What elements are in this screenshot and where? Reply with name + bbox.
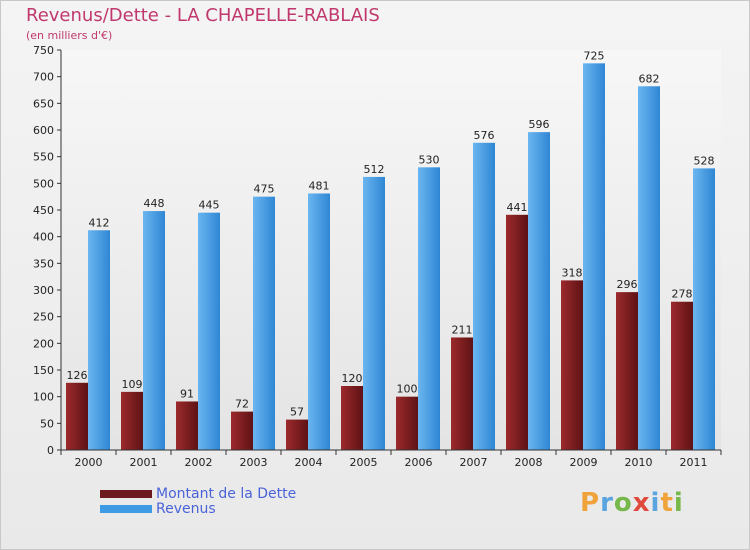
bar-debt-2001 bbox=[121, 391, 143, 450]
value-label-revenus-2005: 512 bbox=[364, 163, 385, 176]
legend-label-debt: Montant de la Dette bbox=[156, 485, 297, 502]
value-label-debt-2009: 318 bbox=[562, 266, 583, 279]
y-tick-label: 200 bbox=[33, 337, 54, 350]
bar-debt-2010 bbox=[616, 292, 638, 450]
value-label-debt-2001: 109 bbox=[122, 378, 143, 391]
value-label-revenus-2002: 445 bbox=[199, 199, 220, 212]
value-label-debt-2004: 57 bbox=[290, 406, 304, 419]
bar-debt-2009 bbox=[561, 280, 583, 450]
y-tick-label: 650 bbox=[33, 97, 54, 110]
y-tick-label: 250 bbox=[33, 311, 54, 324]
value-label-debt-2007: 211 bbox=[452, 323, 473, 336]
bar-debt-2002 bbox=[176, 401, 198, 450]
value-label-revenus-2009: 725 bbox=[584, 49, 605, 62]
y-tick-label: 300 bbox=[33, 284, 54, 297]
bar-debt-2008 bbox=[506, 214, 528, 450]
y-tick-label: 550 bbox=[33, 151, 54, 164]
bar-revenus-2008 bbox=[528, 132, 550, 450]
x-tick-label-2010: 2010 bbox=[625, 456, 653, 469]
bar-revenus-2004 bbox=[308, 193, 330, 450]
bar-debt-2000 bbox=[66, 382, 88, 450]
y-tick-label: 400 bbox=[33, 231, 54, 244]
value-label-revenus-2011: 528 bbox=[694, 154, 715, 167]
legend-label-revenus: Revenus bbox=[156, 500, 216, 517]
x-tick-label-2006: 2006 bbox=[405, 456, 433, 469]
bar-revenus-2005 bbox=[363, 176, 385, 450]
bar-debt-2004 bbox=[286, 419, 308, 450]
x-tick-label-2003: 2003 bbox=[240, 456, 268, 469]
value-label-debt-2011: 278 bbox=[672, 288, 693, 301]
bar-debt-2005 bbox=[341, 386, 363, 450]
bar-revenus-2003 bbox=[253, 196, 275, 450]
value-label-revenus-2001: 448 bbox=[144, 197, 165, 210]
value-label-revenus-2006: 530 bbox=[419, 153, 440, 166]
value-label-revenus-2008: 596 bbox=[529, 118, 550, 131]
value-label-debt-2000: 126 bbox=[67, 369, 88, 382]
proxiti-logo: Proxiti bbox=[580, 488, 684, 518]
legend-swatch-debt bbox=[100, 489, 152, 498]
y-tick-label: 750 bbox=[33, 44, 54, 57]
value-label-debt-2003: 72 bbox=[235, 398, 249, 411]
y-tick-label: 100 bbox=[33, 391, 54, 404]
x-tick-label-2008: 2008 bbox=[515, 456, 543, 469]
y-tick-label: 0 bbox=[47, 444, 54, 457]
value-label-revenus-2004: 481 bbox=[309, 179, 330, 192]
x-tick-label-2005: 2005 bbox=[350, 456, 378, 469]
bar-revenus-2007 bbox=[473, 142, 495, 451]
bar-revenus-2009 bbox=[583, 63, 605, 450]
value-label-revenus-2003: 475 bbox=[254, 183, 275, 196]
bar-revenus-2006 bbox=[418, 167, 440, 451]
value-label-debt-2008: 441 bbox=[507, 201, 528, 214]
x-tick-label-2002: 2002 bbox=[185, 456, 213, 469]
y-tick-label: 600 bbox=[33, 124, 54, 137]
x-tick-label-2011: 2011 bbox=[680, 456, 708, 469]
plot-area bbox=[61, 50, 721, 450]
bar-revenus-2011 bbox=[693, 168, 715, 450]
legend: Montant de la Dette Revenus bbox=[100, 485, 297, 517]
y-tick-label: 350 bbox=[33, 257, 54, 270]
bar-revenus-2002 bbox=[198, 212, 220, 450]
legend-swatch-revenus bbox=[100, 504, 152, 513]
bar-revenus-2010 bbox=[638, 86, 660, 451]
bar-debt-2006 bbox=[396, 396, 418, 450]
chart-title: Revenus/Dette - LA CHAPELLE-RABLAIS bbox=[26, 5, 380, 26]
value-label-debt-2006: 100 bbox=[397, 383, 418, 396]
x-tick-label-2007: 2007 bbox=[460, 456, 488, 469]
bar-revenus-2000 bbox=[88, 230, 110, 450]
x-tick-label-2001: 2001 bbox=[130, 456, 158, 469]
y-tick-label: 500 bbox=[33, 177, 54, 190]
value-label-revenus-2000: 412 bbox=[89, 216, 110, 229]
value-label-debt-2010: 296 bbox=[617, 278, 638, 291]
y-tick-label: 700 bbox=[33, 71, 54, 84]
bar-debt-2011 bbox=[671, 301, 693, 450]
y-tick-label: 450 bbox=[33, 204, 54, 217]
x-tick-label-2009: 2009 bbox=[570, 456, 598, 469]
value-label-revenus-2010: 682 bbox=[639, 72, 660, 85]
bar-revenus-2001 bbox=[143, 211, 165, 450]
value-label-revenus-2007: 576 bbox=[474, 129, 495, 142]
legend-item-revenus: Revenus bbox=[100, 500, 296, 517]
bar-debt-2003 bbox=[231, 411, 253, 450]
legend-item-debt: Montant de la Dette bbox=[100, 485, 297, 502]
y-tick-label: 150 bbox=[33, 364, 54, 377]
y-tick-label: 50 bbox=[40, 417, 54, 430]
value-label-debt-2002: 91 bbox=[180, 387, 194, 400]
chart-subtitle: (en milliers d'€) bbox=[26, 29, 113, 42]
value-label-debt-2005: 120 bbox=[342, 372, 363, 385]
x-tick-label-2000: 2000 bbox=[75, 456, 103, 469]
x-tick-label-2004: 2004 bbox=[295, 456, 323, 469]
bar-debt-2007 bbox=[451, 337, 473, 450]
